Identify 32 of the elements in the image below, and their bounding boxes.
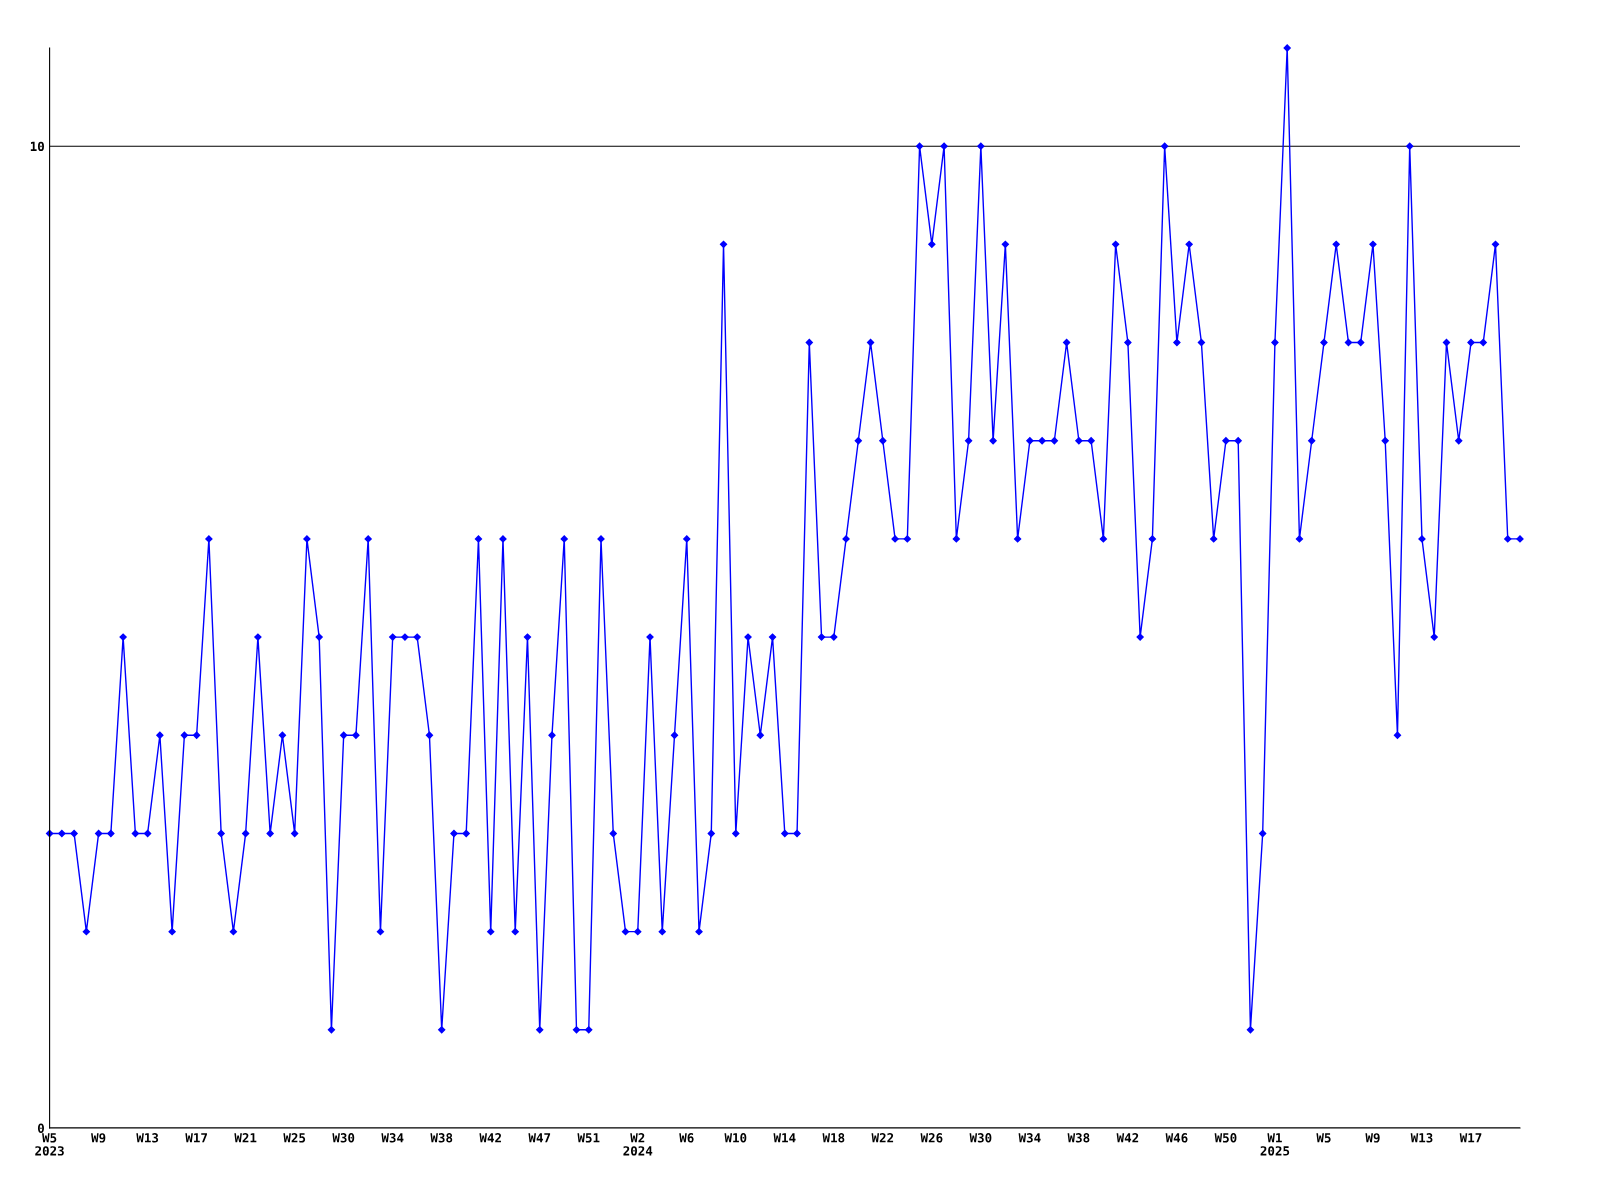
x-tick-label: W34 bbox=[1018, 1133, 1041, 1143]
x-tick-label: W5 bbox=[1316, 1133, 1331, 1143]
x-tick-label: W30 bbox=[969, 1133, 992, 1143]
x-tick-label: W5 2023 bbox=[35, 1133, 64, 1156]
x-tick-label: W34 bbox=[381, 1133, 404, 1143]
x-tick-label: W17 bbox=[185, 1133, 207, 1143]
x-tick-label: W26 bbox=[920, 1133, 943, 1143]
x-tick-label: W46 bbox=[1165, 1133, 1188, 1143]
x-tick-label: W14 bbox=[773, 1133, 796, 1143]
x-tick-label: W2 2024 bbox=[623, 1133, 653, 1156]
x-tick-label: W38 bbox=[430, 1133, 453, 1143]
x-tick-label: W21 bbox=[234, 1133, 257, 1143]
x-tick-label: W42 bbox=[1116, 1133, 1139, 1143]
x-tick-label: W1 2025 bbox=[1260, 1133, 1290, 1156]
x-tick-label: W9 bbox=[91, 1133, 106, 1143]
x-tick-label: W38 bbox=[1067, 1133, 1090, 1143]
x-tick-label: W42 bbox=[479, 1133, 501, 1143]
x-tick-label: W47 bbox=[528, 1133, 551, 1143]
x-tick-label: W18 bbox=[822, 1133, 845, 1143]
y-tick-label: 0 bbox=[37, 1123, 44, 1133]
x-tick-label: W17 bbox=[1459, 1133, 1482, 1143]
x-tick-label: W25 bbox=[283, 1133, 306, 1143]
x-tick-label: W9 bbox=[1365, 1133, 1380, 1143]
x-tick-label: W30 bbox=[332, 1133, 355, 1143]
x-tick-label: W50 bbox=[1214, 1133, 1237, 1143]
x-tick-label: W51 bbox=[577, 1133, 600, 1143]
x-tick-label: W6 bbox=[679, 1133, 694, 1143]
y-tick-label: 10 bbox=[30, 141, 44, 152]
x-tick-label: W22 bbox=[871, 1133, 894, 1143]
x-tick-label: W10 bbox=[724, 1133, 747, 1143]
x-tick-label: W13 bbox=[1410, 1133, 1433, 1143]
x-tick-label: W13 bbox=[136, 1133, 159, 1143]
